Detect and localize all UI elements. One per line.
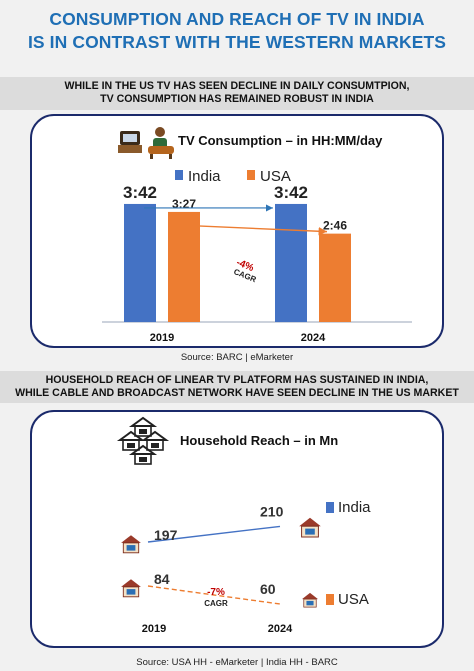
banner-line-1: WHILE IN THE US TV HAS SEEN DECLINE IN D… <box>64 80 410 92</box>
house-marker-usa-2024 <box>301 592 319 608</box>
reach-banner: HOUSEHOLD REACH OF LINEAR TV PLATFORM HA… <box>0 371 474 403</box>
consumption-chart-panel: TV Consumption – in HH:MM/day India USA … <box>30 114 444 348</box>
bar-india-2024 <box>275 203 307 322</box>
chart-title: TV Consumption – in HH:MM/day <box>178 133 383 148</box>
title-line-2: IS IN CONTRAST WITH THE WESTERN MARKETS <box>27 32 447 52</box>
legend-swatch-india <box>326 502 334 513</box>
legend-label-usa: USA <box>260 168 291 185</box>
reach-chart-panel: Household Reach – in Mn 197 210 India 84 60 U… <box>30 410 444 648</box>
reach-chart: Household Reach – in Mn 197 210 India 84 60 U… <box>116 416 371 635</box>
cagr-label: -7% <box>207 587 225 598</box>
consumption-banner: WHILE IN THE US TV HAS SEEN DECLINE IN D… <box>0 77 474 110</box>
houses-with-tv-icon <box>116 416 170 465</box>
cagr-caption: CAGR <box>204 599 228 608</box>
tick-label-2024: 2024 <box>301 332 326 344</box>
banner-line-1: HOUSEHOLD REACH OF LINEAR TV PLATFORM HA… <box>45 374 429 386</box>
house-marker-india-2024 <box>298 517 322 538</box>
data-label-usa-2024: 60 <box>260 581 276 597</box>
legend-swatch-india <box>175 170 183 180</box>
bar-india-2019 <box>124 203 156 322</box>
data-label-usa-2024: 2:46 <box>323 219 347 233</box>
chart-title: Household Reach – in Mn <box>180 433 338 448</box>
data-label-usa-2019: 84 <box>154 571 170 587</box>
source-note-2: Source: USA HH - eMarketer | India HH - … <box>136 657 338 668</box>
source-note-1: Source: BARC | eMarketer <box>180 352 294 363</box>
trend-arrow-usa <box>197 225 328 236</box>
house-marker-india-2019 <box>120 534 142 554</box>
line-india <box>147 525 281 543</box>
page-title: CONSUMPTION AND REACH OF TV IN INDIA IS … <box>0 8 474 54</box>
consumption-chart: TV Consumption – in HH:MM/day India USA … <box>102 127 412 344</box>
banner-line-2: WHILE CABLE AND BROADCAST NETWORK HAVE S… <box>15 387 459 399</box>
data-label-usa-2019: 3:27 <box>172 197 196 211</box>
bar-usa-2024 <box>319 233 351 322</box>
title-line-1: CONSUMPTION AND REACH OF TV IN INDIA <box>49 9 425 29</box>
legend-label-usa: USA <box>338 591 369 608</box>
data-label-india-2024: 3:42 <box>274 183 308 202</box>
legend-swatch-usa <box>247 170 255 180</box>
legend-label-india: India <box>188 168 221 185</box>
data-label-india-2019: 197 <box>154 527 178 543</box>
data-label-india-2019: 3:42 <box>123 183 157 202</box>
legend-label-india: India <box>338 499 371 516</box>
legend-swatch-usa <box>326 594 334 605</box>
house-marker-usa-2019 <box>120 578 142 598</box>
banner-line-2: TV CONSUMPTION HAS REMAINED ROBUST IN IN… <box>100 93 374 105</box>
line-usa <box>147 585 281 605</box>
person-watching-tv-icon <box>118 127 174 159</box>
tick-label-2019: 2019 <box>142 623 166 635</box>
tick-label-2019: 2019 <box>150 332 174 344</box>
data-label-india-2024: 210 <box>260 503 284 519</box>
bar-usa-2019 <box>168 211 200 322</box>
legend: India USA <box>175 168 291 185</box>
tick-label-2024: 2024 <box>268 623 293 635</box>
